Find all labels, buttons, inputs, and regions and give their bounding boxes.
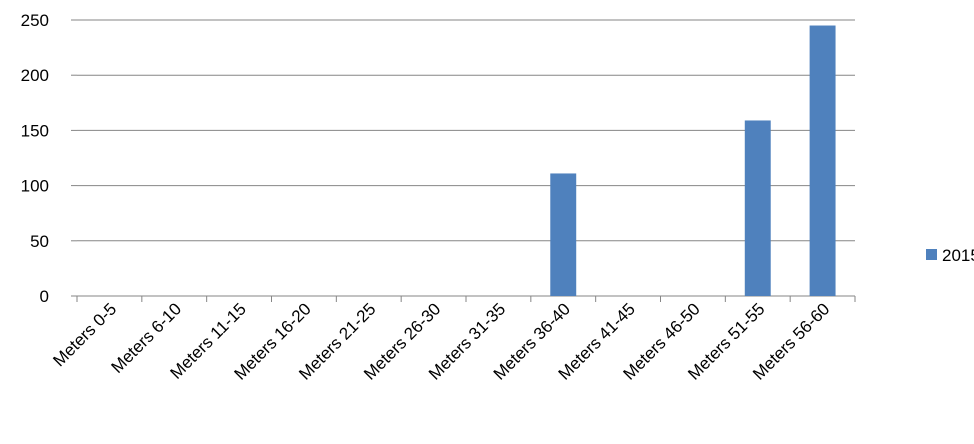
y-tick-label: 200	[21, 66, 49, 85]
x-axis-ticks	[76, 296, 856, 302]
y-tick-label: 100	[21, 177, 49, 196]
bar	[550, 173, 577, 296]
y-axis-ticks: 0 50 100 150 200 250	[21, 11, 77, 306]
bar	[809, 25, 836, 297]
legend-label-2015: 2015	[942, 246, 974, 265]
y-tick-label: 150	[21, 121, 49, 140]
legend: 2015	[926, 246, 974, 265]
y-tick-label: 50	[30, 232, 49, 251]
gridlines	[77, 19, 855, 242]
x-tick-label: Meters 0-5	[49, 299, 120, 370]
legend-swatch-2015	[926, 249, 937, 260]
bars	[550, 25, 836, 297]
y-tick-label: 250	[21, 11, 49, 30]
y-tick-label: 0	[40, 287, 49, 306]
bar	[744, 120, 771, 297]
